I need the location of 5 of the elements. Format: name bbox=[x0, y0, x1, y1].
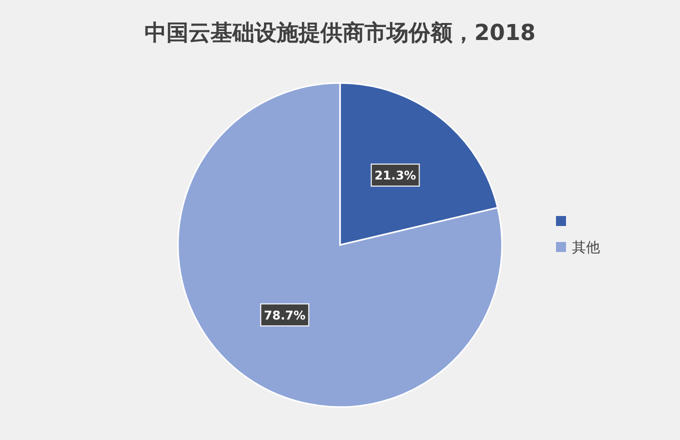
pie-slice bbox=[177, 82, 503, 408]
data-label: 21.3% bbox=[374, 168, 416, 183]
chart-title: 中国云基础设施提供商市场份额，2018 bbox=[144, 20, 536, 46]
data-label: 78.7% bbox=[264, 308, 306, 322]
legend-label: 其他 bbox=[572, 240, 600, 256]
